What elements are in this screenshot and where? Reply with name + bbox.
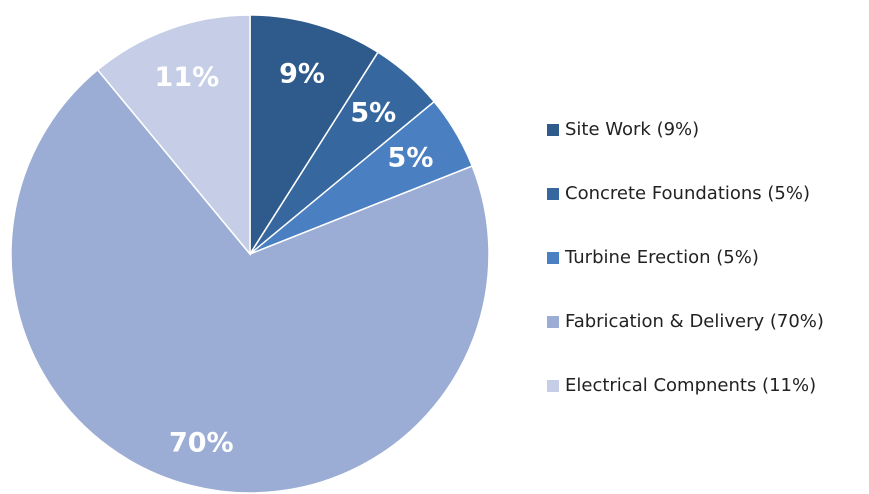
slice-label: 5% — [350, 98, 396, 129]
legend-swatch — [547, 188, 559, 200]
legend-label: Turbine Erection (5%) — [564, 247, 759, 268]
legend-label: Concrete Foundations (5%) — [565, 183, 810, 204]
slice-label: 9% — [279, 58, 325, 89]
slice-label: 70% — [169, 427, 234, 458]
slice-label: 11% — [155, 62, 220, 93]
legend-label: Electrical Compnents (11%) — [565, 375, 816, 396]
legend-swatch — [547, 124, 559, 136]
legend-swatch — [547, 380, 559, 392]
legend-swatch — [547, 252, 559, 264]
pie-slice — [96, 14, 251, 257]
pie-slice — [249, 14, 380, 257]
slice-label: 5% — [388, 143, 434, 174]
pie-slice — [10, 68, 490, 494]
legend-label: Fabrication & Delivery (70%) — [565, 311, 824, 332]
legend-swatch — [547, 316, 559, 328]
legend-label: Site Work (9%) — [565, 119, 699, 140]
